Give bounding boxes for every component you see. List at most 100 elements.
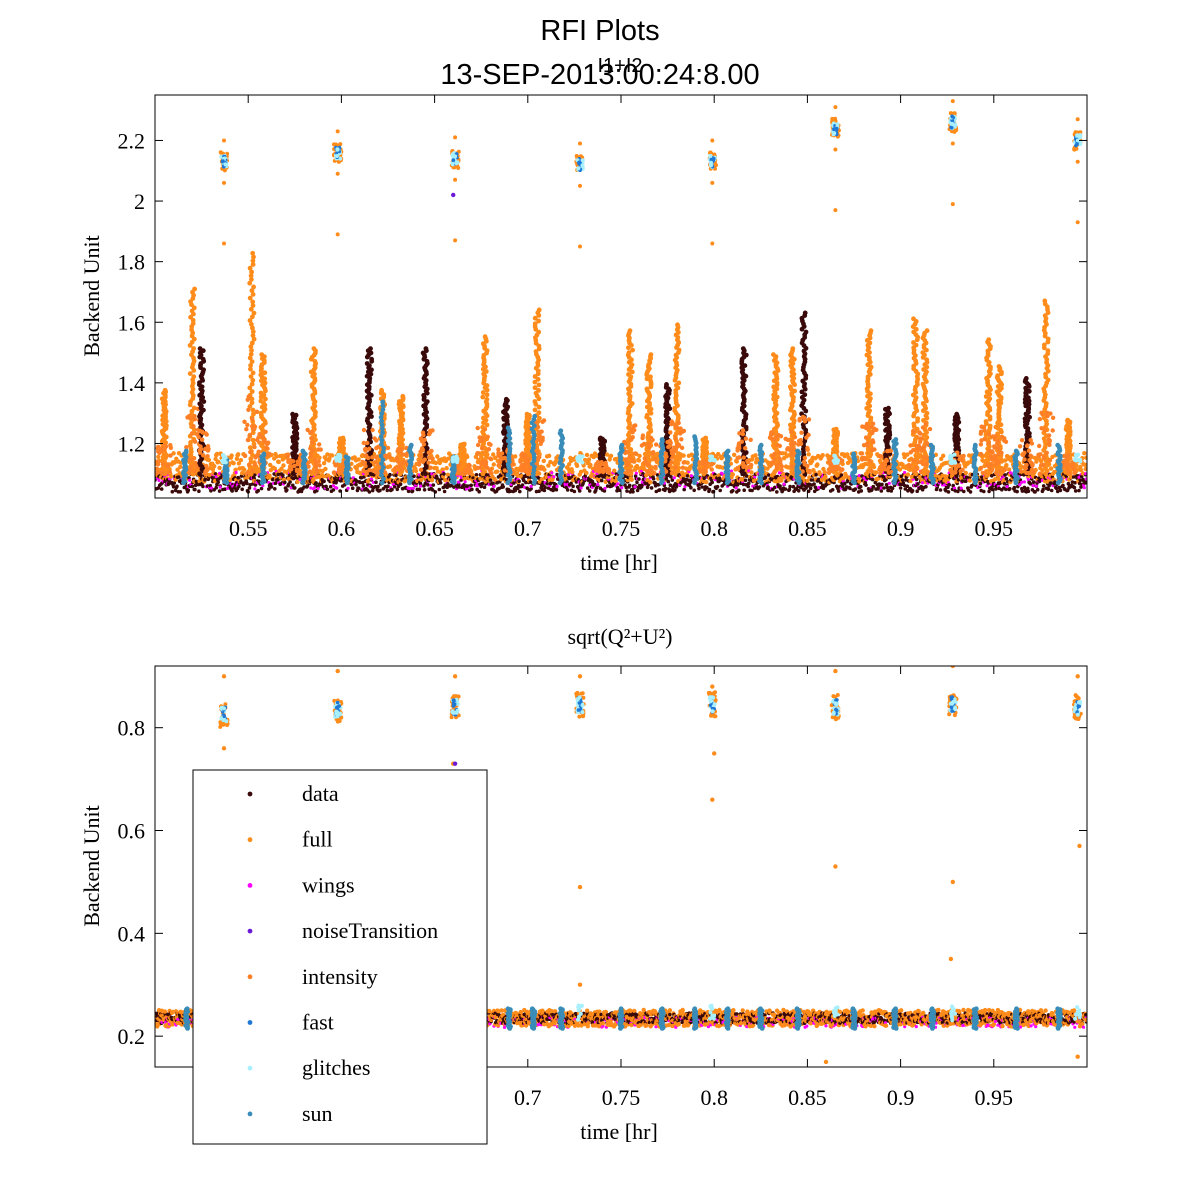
- top-point: [322, 479, 326, 484]
- top-point: [264, 445, 269, 450]
- top-point: [218, 485, 222, 489]
- top-point: [541, 458, 546, 464]
- top-point: [189, 464, 194, 469]
- top-point: [426, 483, 430, 487]
- top-point: [466, 469, 472, 474]
- top-point: [690, 474, 694, 478]
- top-point: [376, 484, 380, 489]
- top-point: [625, 489, 629, 493]
- top-point: [385, 445, 391, 451]
- top-point: [1034, 484, 1038, 488]
- top-point: [247, 486, 252, 490]
- top-point: [651, 471, 656, 476]
- top-point: [546, 463, 551, 468]
- top-point: [627, 328, 633, 334]
- top-point: [316, 447, 321, 452]
- top-point: [540, 419, 545, 424]
- top-point: [1084, 480, 1087, 485]
- top-point: [191, 405, 197, 411]
- top-point: [529, 486, 533, 491]
- top-point: [269, 485, 274, 489]
- top-point: [311, 346, 317, 351]
- top-point: [648, 480, 653, 485]
- top-point: [419, 454, 424, 459]
- top-point: [641, 442, 647, 447]
- top-point: [707, 487, 712, 492]
- top-point: [168, 453, 173, 458]
- top-point: [456, 470, 461, 475]
- top-point: [245, 470, 251, 475]
- top-point: [602, 489, 607, 493]
- top-point: [737, 488, 741, 493]
- top-point: [555, 484, 559, 489]
- top-point: [354, 482, 358, 487]
- top-point: [156, 454, 161, 460]
- top-point: [633, 451, 638, 456]
- top-point: [288, 460, 293, 466]
- top-point: [987, 489, 991, 494]
- top-point: [651, 450, 656, 455]
- top-point: [291, 483, 295, 488]
- top-point: [1046, 487, 1051, 492]
- top-point: [1031, 484, 1035, 488]
- top-point: [374, 480, 378, 485]
- top-point: [522, 485, 527, 489]
- top-point: [938, 488, 943, 492]
- top-point: [272, 466, 277, 471]
- top-point: [666, 479, 671, 484]
- top-point: [337, 467, 342, 472]
- top-point: [495, 469, 500, 474]
- top-point: [273, 487, 277, 491]
- top-point: [853, 487, 858, 491]
- top-point: [231, 461, 236, 466]
- top-point: [193, 460, 198, 466]
- top-point: [368, 346, 373, 351]
- top-point: [328, 484, 333, 489]
- top-point: [488, 442, 493, 447]
- top-point: [369, 356, 374, 362]
- top-point: [374, 475, 379, 480]
- top-point: [251, 284, 256, 290]
- top-point: [924, 484, 928, 489]
- top-point: [566, 473, 571, 477]
- top-point: [783, 487, 788, 491]
- top-point: [462, 483, 466, 487]
- top-point: [188, 478, 192, 482]
- top-point: [627, 454, 632, 459]
- top-point: [479, 484, 484, 489]
- top-point: [646, 442, 652, 447]
- top-point: [185, 415, 190, 420]
- top-point: [171, 485, 176, 489]
- top-point: [711, 489, 716, 494]
- top-point: [470, 487, 474, 492]
- top-point: [361, 484, 366, 488]
- top-point: [233, 467, 238, 472]
- top-point: [1073, 489, 1078, 493]
- top-point: [412, 474, 416, 479]
- top-point: [493, 455, 498, 460]
- top-point: [442, 472, 446, 476]
- top-point: [250, 250, 256, 256]
- top-point: [308, 446, 313, 451]
- top-point: [267, 451, 272, 457]
- top-point: [197, 346, 203, 351]
- top-point: [1031, 480, 1036, 484]
- top-point: [461, 441, 467, 447]
- top-point: [213, 456, 218, 462]
- top-point: [274, 454, 279, 459]
- top-point: [252, 462, 258, 467]
- top-point: [546, 453, 552, 458]
- top-point: [645, 469, 650, 474]
- top-point: [552, 475, 556, 479]
- top-point: [238, 458, 244, 463]
- top-point: [653, 464, 658, 470]
- top-point: [592, 482, 597, 487]
- top-point: [254, 437, 260, 443]
- top-point: [890, 486, 895, 491]
- top-point: [788, 484, 792, 489]
- top-point: [242, 453, 248, 459]
- top-point: [371, 480, 375, 484]
- top-point: [401, 459, 407, 465]
- top-point: [237, 484, 241, 489]
- top-point: [653, 457, 658, 462]
